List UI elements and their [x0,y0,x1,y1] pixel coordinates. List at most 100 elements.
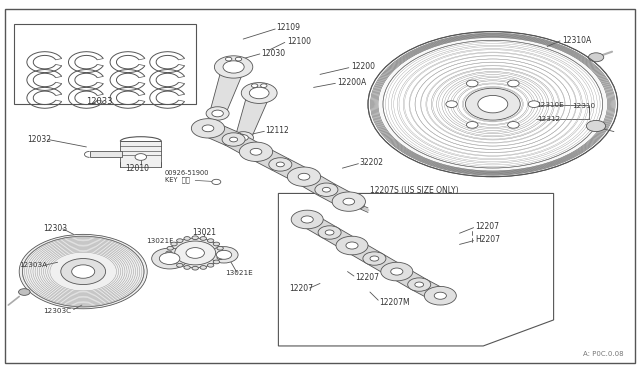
Circle shape [213,242,220,246]
Circle shape [184,266,190,269]
Polygon shape [412,280,448,301]
Circle shape [332,192,365,211]
Text: 13021E: 13021E [225,270,253,276]
Circle shape [508,122,519,128]
Circle shape [370,256,379,261]
Polygon shape [248,146,289,170]
Text: 00926-51900: 00926-51900 [165,170,210,176]
Circle shape [415,282,424,287]
Circle shape [202,125,214,132]
Circle shape [390,268,403,275]
Text: 13021F: 13021F [146,238,173,244]
Circle shape [200,237,207,240]
Text: 12111: 12111 [198,125,222,134]
Polygon shape [272,159,312,182]
Polygon shape [90,151,122,157]
Text: 12032: 12032 [27,135,51,144]
Polygon shape [344,241,383,263]
Circle shape [192,266,198,270]
Circle shape [446,101,458,108]
Circle shape [424,286,456,305]
Circle shape [586,121,605,132]
Circle shape [177,239,183,243]
Circle shape [250,148,262,155]
Polygon shape [200,122,241,145]
Circle shape [192,236,198,240]
Circle shape [184,237,190,240]
Circle shape [152,248,188,269]
Circle shape [135,154,147,160]
Text: H2207: H2207 [475,235,500,244]
Circle shape [467,122,478,128]
Text: 32202: 32202 [360,158,384,167]
Circle shape [434,292,446,299]
Circle shape [383,40,603,168]
Polygon shape [321,228,360,250]
Circle shape [588,53,604,62]
Circle shape [298,173,310,180]
Circle shape [61,259,106,285]
Circle shape [465,88,520,120]
Circle shape [207,263,214,267]
Circle shape [508,80,519,87]
Text: 12312: 12312 [538,116,561,122]
Circle shape [315,183,338,196]
Circle shape [200,266,207,269]
Circle shape [250,87,269,99]
Text: 12100: 12100 [287,37,311,46]
Circle shape [291,210,323,229]
Circle shape [167,256,173,260]
Circle shape [223,61,244,73]
Circle shape [323,187,330,192]
Circle shape [336,236,368,255]
Text: 12310A: 12310A [562,36,591,45]
Circle shape [206,107,229,120]
Circle shape [210,247,238,263]
Text: 12207M: 12207M [380,298,410,307]
Circle shape [175,241,216,265]
Polygon shape [120,141,161,167]
Circle shape [343,198,355,205]
Polygon shape [295,171,335,195]
Polygon shape [210,65,245,114]
Circle shape [167,246,173,250]
Circle shape [212,110,223,117]
Text: 12310: 12310 [572,103,595,109]
Circle shape [276,162,284,167]
Circle shape [236,57,242,61]
Circle shape [241,83,277,103]
Circle shape [222,133,245,146]
Circle shape [381,262,413,281]
Polygon shape [388,267,428,289]
Circle shape [72,265,95,278]
Text: 12030: 12030 [261,49,285,58]
Text: 12207: 12207 [475,222,499,231]
Circle shape [217,256,223,260]
Circle shape [528,101,540,108]
Circle shape [252,84,258,87]
Circle shape [467,80,478,87]
Circle shape [346,242,358,249]
Text: 12112: 12112 [266,126,289,135]
Text: 12310E: 12310E [536,102,564,108]
Circle shape [19,289,30,295]
Text: 12200: 12200 [351,62,375,71]
Circle shape [363,252,386,265]
Circle shape [301,216,314,223]
Circle shape [171,242,177,246]
Circle shape [318,226,341,239]
Circle shape [239,142,273,161]
Bar [14,24,196,104]
Circle shape [225,57,232,61]
Text: 12200A: 12200A [337,78,367,87]
Circle shape [238,135,248,141]
Circle shape [171,260,177,264]
Circle shape [408,278,431,291]
Text: 12207: 12207 [289,284,314,293]
Circle shape [170,238,221,268]
Polygon shape [318,184,357,207]
Text: 12303: 12303 [44,224,68,233]
Text: 12303A: 12303A [19,262,47,268]
Circle shape [212,179,221,185]
Circle shape [177,263,183,267]
